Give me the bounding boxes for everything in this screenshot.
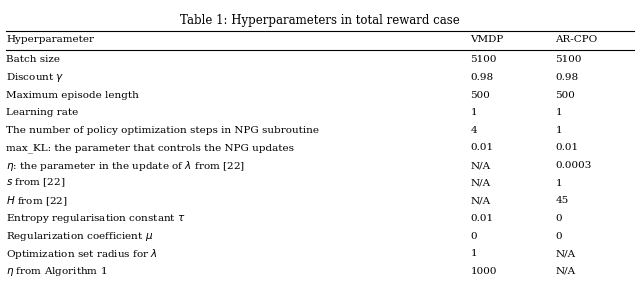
Text: Regularization coefficient $\mu$: Regularization coefficient $\mu$ <box>6 229 154 243</box>
Text: Optimization set radius for $\lambda$: Optimization set radius for $\lambda$ <box>6 247 158 261</box>
Text: AR-CPO: AR-CPO <box>556 36 598 45</box>
Text: 500: 500 <box>470 91 490 100</box>
Text: 4: 4 <box>470 126 477 135</box>
Text: 0.98: 0.98 <box>556 73 579 82</box>
Text: 0.01: 0.01 <box>556 143 579 153</box>
Text: 0.0003: 0.0003 <box>556 161 592 170</box>
Text: Learning rate: Learning rate <box>6 108 79 117</box>
Text: 5100: 5100 <box>470 55 497 64</box>
Text: The number of policy optimization steps in NPG subroutine: The number of policy optimization steps … <box>6 126 319 135</box>
Text: 1: 1 <box>470 108 477 117</box>
Text: N/A: N/A <box>556 249 575 258</box>
Text: $\zeta$ from Algorithm 1: $\zeta$ from Algorithm 1 <box>6 282 107 284</box>
Text: 0.01: 0.01 <box>470 214 493 223</box>
Text: $\eta$: the parameter in the update of $\lambda$ from [22]: $\eta$: the parameter in the update of $… <box>6 158 245 173</box>
Text: 500: 500 <box>556 91 575 100</box>
Text: 1: 1 <box>556 126 562 135</box>
Text: VMDP: VMDP <box>470 36 504 45</box>
Text: Discount $\gamma$: Discount $\gamma$ <box>6 71 65 84</box>
Text: Batch size: Batch size <box>6 55 60 64</box>
Text: $H$ from [22]: $H$ from [22] <box>6 194 68 208</box>
Text: N/A: N/A <box>470 161 490 170</box>
Text: 45: 45 <box>556 196 569 205</box>
Text: 0.01: 0.01 <box>470 143 493 153</box>
Text: 0: 0 <box>470 231 477 241</box>
Text: N/A: N/A <box>556 267 575 276</box>
Text: 5100: 5100 <box>556 55 582 64</box>
Text: $s$ from [22]: $s$ from [22] <box>6 177 66 189</box>
Text: 1: 1 <box>556 179 562 188</box>
Text: N/A: N/A <box>470 196 490 205</box>
Text: $\eta$ from Algorithm 1: $\eta$ from Algorithm 1 <box>6 265 108 278</box>
Text: 1: 1 <box>470 249 477 258</box>
Text: N/A: N/A <box>470 179 490 188</box>
Text: $10^{-1}$: $10^{-1}$ <box>470 282 496 284</box>
Text: 0: 0 <box>556 214 562 223</box>
Text: 0.98: 0.98 <box>470 73 493 82</box>
Text: 1: 1 <box>556 108 562 117</box>
Text: Hyperparameter: Hyperparameter <box>6 36 95 45</box>
Text: 1000: 1000 <box>470 267 497 276</box>
Text: max_KL: the parameter that controls the NPG updates: max_KL: the parameter that controls the … <box>6 143 294 153</box>
Text: 0: 0 <box>556 231 562 241</box>
Text: Maximum episode length: Maximum episode length <box>6 91 140 100</box>
Text: Entropy regularisation constant $\tau$: Entropy regularisation constant $\tau$ <box>6 212 186 225</box>
Text: Table 1: Hyperparameters in total reward case: Table 1: Hyperparameters in total reward… <box>180 14 460 27</box>
